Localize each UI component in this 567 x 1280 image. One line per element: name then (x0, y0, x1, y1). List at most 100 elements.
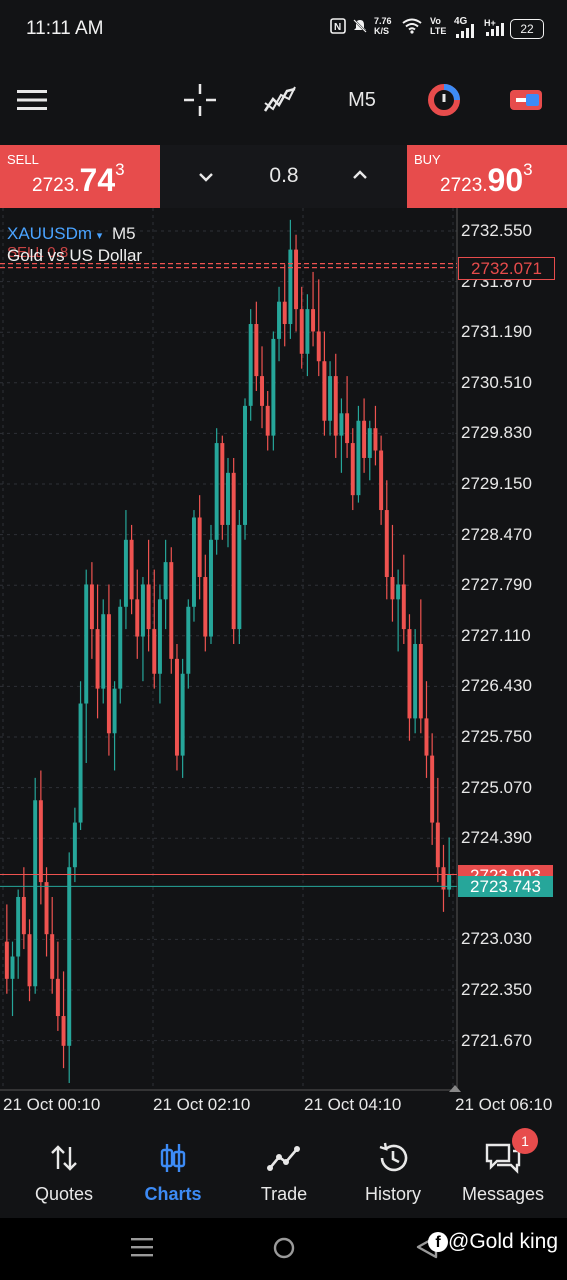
candle-body (362, 420, 367, 458)
candlestick-chart (0, 208, 461, 1092)
candle-body (333, 376, 338, 436)
lot-selector: 0.8 (160, 145, 407, 208)
candle-body (328, 376, 333, 421)
candle-body (27, 934, 32, 987)
nfc-icon: N (330, 18, 346, 37)
bottom-navigation (0, 1118, 567, 1218)
time-tick-label: 21 Oct 00:10 (3, 1095, 101, 1114)
candle-body (322, 361, 327, 421)
candle-body (248, 324, 253, 406)
lot-decrease-button[interactable] (190, 161, 222, 193)
candle-body (78, 703, 83, 823)
candle-body (4, 941, 9, 979)
wifi-icon (402, 18, 422, 37)
candle-body (191, 517, 196, 607)
candle-body (299, 309, 304, 354)
candle-body (305, 309, 310, 354)
candle-body (447, 874, 452, 890)
lot-increase-button[interactable] (344, 159, 376, 191)
candle-body (339, 413, 344, 436)
candle-body (390, 577, 395, 600)
recents-icon (131, 1238, 153, 1257)
candle-body (129, 539, 134, 600)
price-tick-label: 2728.470 (461, 524, 532, 544)
candle-body (350, 443, 355, 496)
candle-body (33, 800, 38, 987)
stop-level-tag: 2732.071 (458, 257, 555, 280)
candle-body (277, 301, 282, 339)
price-tick-label: 2729.830 (461, 423, 532, 443)
trade-toggle-icon (510, 90, 542, 110)
candle-body (311, 309, 316, 332)
scroll-marker (449, 1085, 461, 1092)
system-navigation (0, 1218, 567, 1280)
chart-description: Gold vs US Dollar (7, 246, 143, 265)
candle-body (316, 331, 321, 362)
candle-body (95, 629, 100, 689)
recents-button[interactable] (130, 1236, 154, 1263)
candle-body (294, 249, 299, 310)
time-tick-label: 21 Oct 06:10 (455, 1095, 553, 1114)
buy-button[interactable]: BUY 2723.903 (407, 145, 567, 208)
candle-body (243, 405, 247, 525)
candle-body (214, 443, 219, 540)
lot-size-value[interactable]: 0.8 (269, 164, 299, 187)
candle-body (157, 599, 162, 674)
candle-body (271, 338, 276, 436)
sell-label: SELL (7, 152, 39, 167)
menu-button[interactable] (4, 72, 60, 128)
trade-icon (267, 1146, 300, 1171)
sell-button[interactable]: SELL 2723.743 (0, 145, 160, 208)
candle-body (169, 562, 174, 659)
crosshair-button[interactable] (172, 72, 228, 128)
candle-body (265, 405, 270, 436)
nav-messages[interactable]: Messages (448, 1138, 558, 1218)
watermark: f @Gold king (428, 1230, 558, 1254)
one-click-trading-button[interactable] (416, 72, 472, 128)
candle-body (260, 376, 265, 406)
price-tick-label: 2732.550 (461, 221, 532, 240)
candle-body (10, 956, 15, 979)
volte-label: Vo LTE (430, 16, 447, 36)
candle-body (140, 584, 145, 637)
price-tick-label: 2730.510 (461, 372, 532, 392)
price-tick-label: 2731.190 (461, 322, 532, 342)
candle-body (61, 1016, 66, 1046)
price-tick-label: 2725.070 (461, 777, 532, 797)
nav-messages-label: Messages (461, 1184, 545, 1204)
chart-symbol[interactable]: XAUUSDm ▾ (7, 224, 102, 244)
time-tick-label: 21 Oct 02:10 (153, 1095, 251, 1114)
price-chart[interactable] (0, 208, 567, 1118)
sell-price: 2723.743 (32, 160, 125, 199)
candle-body (254, 324, 259, 377)
messages-badge: 1 (512, 1128, 538, 1154)
sell-price-big: 74 (79, 162, 116, 198)
candle-body (237, 524, 242, 630)
symbol-text: XAUUSDm (7, 224, 93, 243)
nav-history[interactable]: History (338, 1138, 448, 1218)
candle-body (401, 584, 406, 630)
history-icon (379, 1142, 408, 1172)
nav-charts[interactable]: Charts (118, 1138, 228, 1218)
candle-body (112, 688, 117, 734)
timeframe-button[interactable]: M5 (348, 88, 376, 111)
candle-body (118, 606, 123, 689)
nav-quotes[interactable]: Quotes (9, 1138, 119, 1218)
bid-price-tag: 2723.743 (458, 876, 553, 897)
nav-trade-label: Trade (260, 1184, 308, 1204)
indicators-button[interactable] (252, 72, 308, 128)
nav-quotes-label: Quotes (34, 1184, 94, 1204)
candle-body (135, 599, 140, 637)
sell-position-label: SELL 0.8 (7, 244, 69, 261)
candle-body (89, 584, 94, 630)
candle-body (435, 822, 440, 868)
sell-price-sup: 3 (115, 160, 125, 179)
candle-body (180, 673, 185, 756)
home-button[interactable] (272, 1236, 296, 1265)
trade-panel-toggle[interactable] (498, 72, 554, 128)
signal-2-icon: H+ (484, 18, 504, 39)
candle-body (203, 577, 208, 637)
nav-trade[interactable]: Trade (229, 1138, 339, 1218)
buy-label: BUY (414, 152, 441, 167)
price-tick-label: 2727.110 (461, 625, 531, 645)
